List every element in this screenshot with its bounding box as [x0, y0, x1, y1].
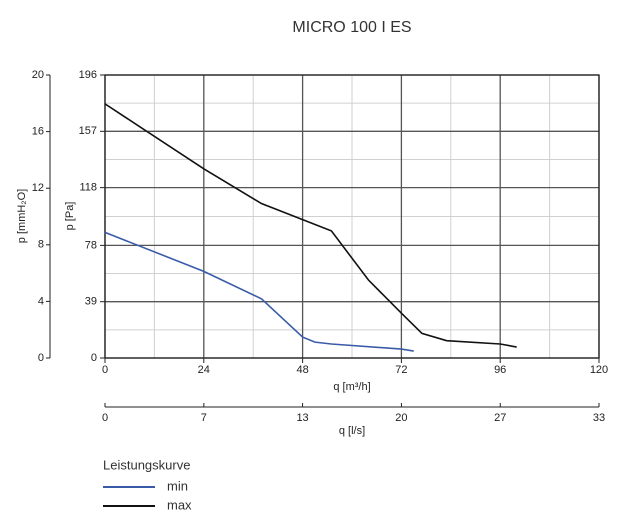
x-tick-label: 48 [296, 364, 308, 376]
y-tick-label: 118 [79, 182, 97, 194]
x2-tick-label: 27 [494, 412, 506, 424]
legend-title: Leistungskurve [103, 457, 190, 472]
legend-label: min [167, 478, 188, 493]
chart-title: MICRO 100 I ES [292, 19, 411, 36]
series-line [104, 103, 517, 348]
x2-tick-label: 33 [593, 412, 605, 424]
x-tick-label: 24 [198, 364, 210, 376]
y-tick-label: 0 [91, 352, 97, 364]
series-line [104, 231, 414, 352]
x2-tick-label: 7 [201, 412, 207, 424]
y2-tick-label: 16 [32, 126, 44, 138]
y2-tick-label: 4 [38, 295, 44, 307]
y2-axis-label: p [mmH₂O] [16, 189, 28, 243]
legend-label: max [167, 497, 192, 512]
x2-tick-label: 13 [296, 412, 308, 424]
x2-axis-label: q [l/s] [339, 425, 365, 437]
x-tick-label: 72 [395, 364, 407, 376]
y2-tick-label: 8 [38, 239, 44, 251]
y-tick-label: 196 [79, 69, 97, 81]
y-axis-label: p [Pa] [64, 202, 76, 231]
x-tick-label: 120 [590, 364, 608, 376]
x2-tick-label: 0 [102, 412, 108, 424]
plot-frame [104, 74, 600, 359]
y2-tick-label: 0 [38, 352, 44, 364]
y-tick-label: 78 [85, 239, 97, 251]
x-axis-label: q [m³/h] [333, 381, 370, 393]
x2-tick-label: 20 [395, 412, 407, 424]
y2-tick-label: 12 [32, 182, 44, 194]
y2-tick-label: 20 [32, 69, 44, 81]
y-tick-label: 39 [85, 296, 97, 308]
x-tick-label: 0 [102, 364, 108, 376]
y-tick-label: 157 [79, 125, 97, 137]
x-tick-label: 96 [494, 364, 506, 376]
